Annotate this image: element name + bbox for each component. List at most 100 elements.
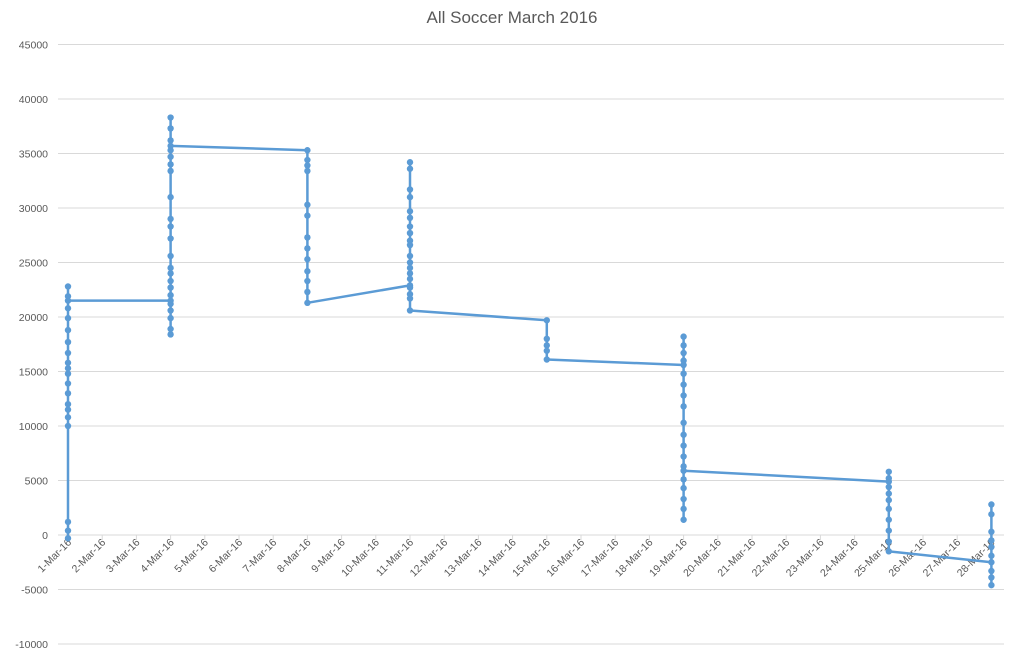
- data-point: [406, 186, 414, 193]
- data-point: [167, 193, 174, 201]
- data-point: [304, 167, 311, 175]
- series-layer: [64, 114, 995, 589]
- data-point: [406, 214, 414, 222]
- data-point: [406, 252, 414, 260]
- x-tick-label: 6-Mar-16: [207, 537, 246, 576]
- y-tick-label: 5000: [25, 476, 49, 488]
- data-point: [988, 537, 995, 544]
- data-point: [304, 234, 311, 241]
- data-point: [543, 347, 550, 354]
- data-point: [304, 299, 311, 307]
- data-point: [406, 275, 414, 283]
- data-point: [406, 307, 414, 314]
- data-point: [885, 527, 892, 534]
- data-point: [543, 342, 550, 349]
- data-point: [167, 223, 174, 230]
- data-point: [167, 252, 174, 260]
- data-point: [406, 165, 414, 172]
- data-point: [680, 342, 687, 349]
- data-point: [406, 229, 414, 237]
- data-point: [64, 326, 72, 334]
- data-point: [304, 256, 311, 263]
- data-point: [167, 142, 174, 150]
- data-point: [543, 335, 550, 342]
- data-point: [988, 528, 995, 535]
- data-point: [885, 505, 892, 513]
- data-point: [406, 159, 414, 166]
- x-tick-label: 7-Mar-16: [241, 537, 280, 576]
- data-point: [680, 381, 687, 388]
- data-point: [680, 357, 687, 364]
- data-point: [64, 359, 72, 366]
- data-point: [406, 223, 414, 230]
- data-point: [167, 215, 174, 223]
- data-point: [680, 442, 687, 449]
- data-point: [304, 162, 311, 169]
- data-point: [64, 401, 72, 408]
- data-point: [406, 208, 414, 215]
- data-point: [64, 365, 72, 372]
- data-point: [64, 406, 72, 413]
- data-point: [64, 305, 72, 312]
- data-point: [680, 505, 687, 513]
- x-tick-label: 1-Mar-16: [36, 537, 75, 576]
- data-point: [167, 292, 174, 299]
- data-point: [167, 235, 174, 242]
- x-tick-label: 3-Mar-16: [104, 537, 143, 576]
- data-point: [167, 264, 174, 272]
- y-axis-ticks: -10000 -5000 0 5000 10000 15000 20000 25000 3000…: [15, 40, 48, 652]
- data-point: [885, 548, 892, 555]
- x-axis-ticks: 1-Mar-162-Mar-163-Mar-164-Mar-165-Mar-16…: [36, 535, 998, 579]
- data-point: [64, 314, 72, 322]
- data-point: [680, 403, 687, 410]
- data-point: [167, 331, 174, 338]
- data-point: [988, 581, 995, 589]
- data-point: [167, 167, 174, 175]
- y-tick-label: 45000: [19, 40, 48, 52]
- data-point: [304, 277, 311, 285]
- data-point: [304, 288, 311, 296]
- data-point: [406, 270, 414, 277]
- data-point: [988, 559, 995, 566]
- data-point: [680, 453, 687, 460]
- data-point: [167, 114, 174, 121]
- data-point: [167, 314, 174, 322]
- data-point: [304, 156, 311, 164]
- data-point: [406, 193, 414, 201]
- data-point: [988, 543, 995, 551]
- data-point: [680, 349, 687, 357]
- data-point: [680, 516, 687, 523]
- data-point: [167, 137, 174, 144]
- y-tick-label: -10000: [15, 639, 48, 651]
- data-point: [167, 284, 174, 291]
- data-point: [406, 259, 414, 266]
- data-point: [64, 390, 72, 397]
- data-point: [680, 392, 687, 399]
- y-tick-label: 0: [42, 530, 48, 542]
- data-point: [64, 380, 72, 387]
- data-point: [406, 284, 414, 291]
- data-point: [543, 356, 550, 363]
- y-tick-label: -5000: [21, 585, 48, 597]
- data-point: [64, 414, 72, 421]
- data-point: [64, 349, 72, 357]
- data-point: [885, 538, 892, 545]
- data-point: [885, 490, 892, 497]
- data-point: [64, 370, 72, 377]
- data-point: [406, 241, 414, 249]
- chart-title: All Soccer March 2016: [426, 8, 598, 27]
- y-tick-label: 10000: [19, 421, 48, 433]
- data-point: [64, 518, 72, 526]
- y-tick-label: 35000: [19, 149, 48, 161]
- data-point: [64, 283, 72, 290]
- data-point: [167, 277, 174, 285]
- data-point: [64, 422, 72, 430]
- data-point: [988, 567, 995, 575]
- data-point: [680, 495, 687, 503]
- data-point: [304, 268, 311, 275]
- data-point: [885, 496, 892, 504]
- x-tick-label: 2-Mar-16: [70, 537, 109, 576]
- data-point: [680, 419, 687, 426]
- data-point: [543, 317, 550, 324]
